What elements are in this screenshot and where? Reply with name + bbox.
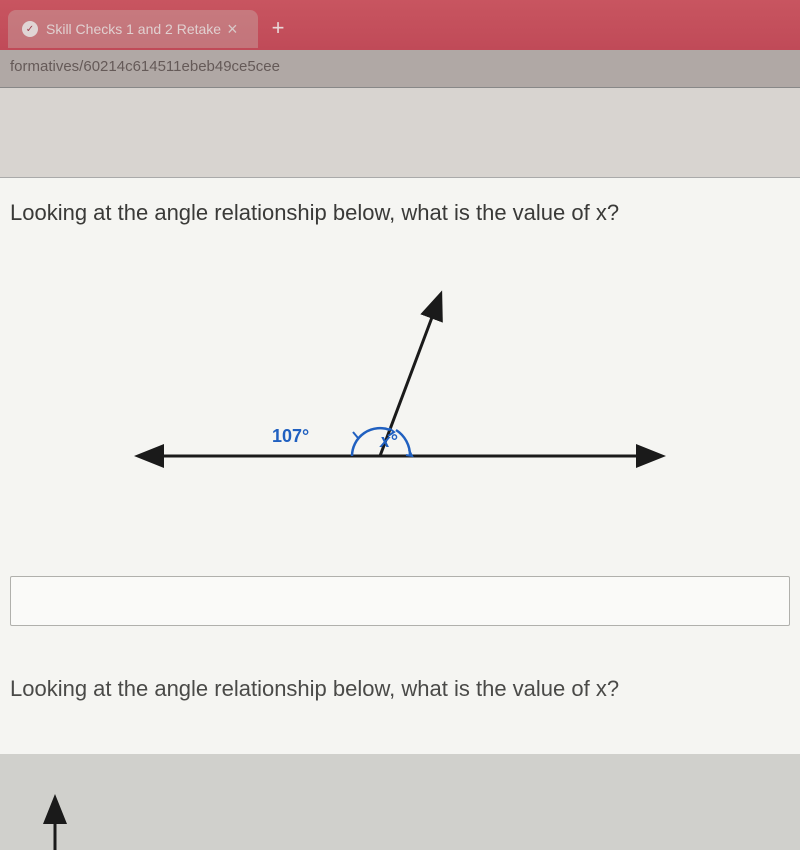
browser-tab-bar: ✓ Skill Checks 1 and 2 Retake × + [0,0,800,50]
new-tab-button[interactable]: + [258,15,299,41]
answer-input[interactable] [10,576,790,626]
angle-label-x: x° [380,431,397,452]
content-area: Looking at the angle relationship below,… [0,178,800,754]
angle-label-107: 107° [272,426,309,447]
angle-arc-x [396,430,410,456]
question-1-text: Looking at the angle relationship below,… [10,200,790,226]
tab-title: Skill Checks 1 and 2 Retake [46,21,221,37]
diagram-svg [40,256,760,546]
browser-tab[interactable]: ✓ Skill Checks 1 and 2 Retake × [8,10,258,48]
tab-favicon-icon: ✓ [22,21,38,37]
partial-diagram-arrow [30,790,90,850]
url-text: formatives/60214c614511ebeb49ce5cee [10,58,280,75]
address-bar[interactable]: formatives/60214c614511ebeb49ce5cee [0,50,800,88]
close-tab-icon[interactable]: × [221,19,244,40]
angle-diagram: 107° x° [10,256,790,546]
app-toolbar [0,88,800,178]
question-2-text: Looking at the angle relationship below,… [10,676,790,702]
arc-tick-left [353,432,358,438]
